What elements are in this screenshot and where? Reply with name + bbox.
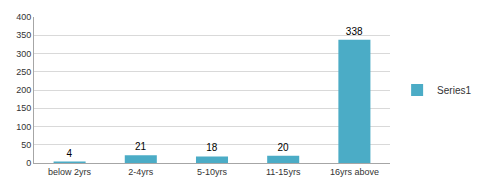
svg-text:150: 150 [16, 103, 31, 113]
svg-text:0: 0 [26, 158, 31, 168]
svg-text:2-4yrs: 2-4yrs [128, 167, 154, 177]
svg-text:16yrs above: 16yrs above [330, 167, 379, 177]
svg-text:4: 4 [67, 148, 73, 159]
svg-text:50: 50 [21, 140, 31, 150]
svg-text:200: 200 [16, 85, 31, 95]
svg-text:20: 20 [277, 142, 289, 153]
svg-text:350: 350 [16, 30, 31, 40]
svg-text:below 2yrs: below 2yrs [48, 167, 92, 177]
svg-text:400: 400 [16, 12, 31, 22]
svg-text:5-10yrs: 5-10yrs [197, 167, 228, 177]
svg-text:100: 100 [16, 122, 31, 132]
svg-text:21: 21 [135, 141, 147, 152]
svg-text:338: 338 [346, 26, 363, 37]
svg-text:11-15yrs: 11-15yrs [266, 167, 301, 177]
svg-text:250: 250 [16, 67, 31, 77]
svg-text:Series1: Series1 [437, 85, 471, 96]
svg-text:300: 300 [16, 49, 31, 59]
svg-text:18: 18 [206, 142, 218, 153]
